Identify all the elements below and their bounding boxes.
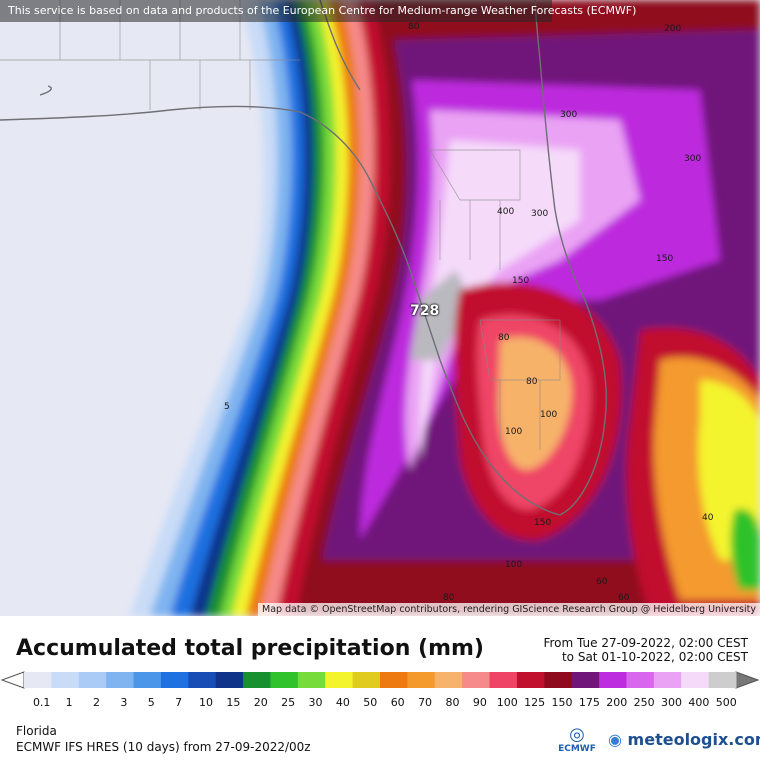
ecmwf-logo-icon: ◎ — [569, 724, 585, 745]
scale-swatch — [325, 672, 354, 688]
scale-swatch — [243, 672, 271, 688]
scale-swatch — [270, 672, 299, 688]
scale-swatch — [599, 672, 627, 688]
contour-label: 80 — [443, 593, 455, 603]
contour-label: 300 — [560, 110, 578, 120]
scale-tick-label: 400 — [688, 696, 710, 709]
scale-tick-label: 175 — [578, 696, 600, 709]
meteologix-brand[interactable]: ◉ meteologix.com — [608, 730, 760, 749]
scale-swatch — [708, 672, 737, 688]
contour-label: 150 — [656, 254, 674, 264]
scale-swatch — [626, 672, 655, 688]
scale-tick-label: 200 — [606, 696, 628, 709]
scale-swatch — [653, 672, 682, 688]
scale-tick-label: 250 — [633, 696, 655, 709]
ecmwf-logo-text: ECMWF — [558, 744, 596, 754]
scale-swatch — [544, 672, 573, 688]
contour-label: 5 — [224, 402, 230, 412]
scale-swatch — [78, 672, 107, 688]
scale-tick-label: 5 — [147, 696, 155, 709]
scale-swatch — [188, 672, 217, 688]
scale-tick-label: 60 — [390, 696, 405, 709]
brand-text: meteologix.com — [627, 730, 760, 749]
scale-swatch — [106, 672, 135, 688]
scale-tick-label: 7 — [175, 696, 183, 709]
scale-tick-label: 125 — [524, 696, 546, 709]
scale-tick-label: 10 — [199, 696, 213, 709]
scale-tick-label: 500 — [715, 696, 737, 709]
contour-label: 40 — [702, 513, 714, 523]
scale-right-arrow — [735, 671, 760, 689]
scale-tick-label: 150 — [551, 696, 573, 709]
scale-swatch — [489, 672, 518, 688]
scale-tick-label: 300 — [661, 696, 683, 709]
scale-swatch — [133, 672, 162, 688]
precipitation-field — [0, 0, 760, 616]
contour-label: 150 — [534, 518, 552, 528]
contour-label: 100 — [540, 410, 558, 420]
contour-label: 150 — [512, 276, 530, 286]
scale-swatch — [380, 672, 408, 688]
contour-label: 80 — [498, 333, 510, 343]
contour-label: 300 — [684, 154, 702, 164]
contour-label: 100 — [505, 560, 523, 570]
globe-icon: ◉ — [608, 730, 622, 749]
map-attribution: Map data © OpenStreetMap contributors, r… — [258, 603, 760, 616]
scale-tick-label: 0.1 — [32, 696, 51, 709]
time-to: to Sat 01-10-2022, 02:00 CEST — [561, 650, 748, 664]
precipitation-map[interactable]: This service is based on data and produc… — [0, 0, 760, 616]
scale-tick-label: 80 — [445, 696, 460, 709]
legend-title: Accumulated total precipitation (mm) — [16, 636, 484, 661]
scale-swatch — [297, 672, 326, 688]
scale-tick-label: 50 — [363, 696, 378, 709]
contour-label: 80 — [526, 377, 538, 387]
scale-tick-label: 100 — [496, 696, 518, 709]
scale-tick-label: 3 — [120, 696, 128, 709]
scale-swatch — [462, 672, 491, 688]
contour-label: 100 — [505, 427, 523, 437]
scale-swatch — [681, 672, 710, 688]
scale-swatch — [407, 672, 436, 688]
scale-left-arrow — [0, 671, 25, 689]
scale-swatch — [215, 672, 244, 688]
contour-label: 80 — [408, 22, 420, 32]
scale-tick-label: 25 — [281, 696, 296, 709]
contour-label: 60 — [596, 577, 608, 587]
scale-ticks: 0.1 1 2 3 5 7 10 15 20 25 30 40 50 60 70 80 90 100 125 150 1… — [0, 696, 760, 712]
disclaimer-banner: This service is based on data and produc… — [0, 0, 636, 22]
scale-tick-label: 1 — [65, 696, 73, 709]
contour-label: 200 — [664, 24, 682, 34]
scale-tick-label: 30 — [308, 696, 323, 709]
max-value-label: 728 — [410, 303, 440, 319]
scale-tick-label: 70 — [418, 696, 433, 709]
scale-tick-label: 15 — [226, 696, 241, 709]
region-label: Florida — [16, 724, 57, 738]
contour-label: 60 — [618, 593, 630, 603]
scale-swatch — [516, 672, 545, 688]
scale-tick-label: 40 — [335, 696, 350, 709]
scale-tick-label: 2 — [92, 696, 100, 709]
model-run-label: ECMWF IFS HRES (10 days) from 27-09-2022… — [16, 740, 311, 754]
scale-swatch — [160, 672, 189, 688]
scale-swatch — [24, 672, 52, 688]
scale-tick-label: 90 — [472, 696, 487, 709]
scale-swatch — [51, 672, 80, 688]
contour-label: 300 — [531, 209, 549, 219]
scale-swatch — [571, 672, 600, 688]
scale-swatch — [352, 672, 381, 688]
scale-swatch — [434, 672, 463, 688]
contour-label: 400 — [497, 207, 515, 217]
color-scale — [0, 671, 760, 689]
time-from: From Tue 27-09-2022, 02:00 CEST — [543, 636, 748, 650]
ecmwf-logo: ◎ ECMWF — [556, 724, 598, 755]
scale-tick-label: 20 — [253, 696, 268, 709]
